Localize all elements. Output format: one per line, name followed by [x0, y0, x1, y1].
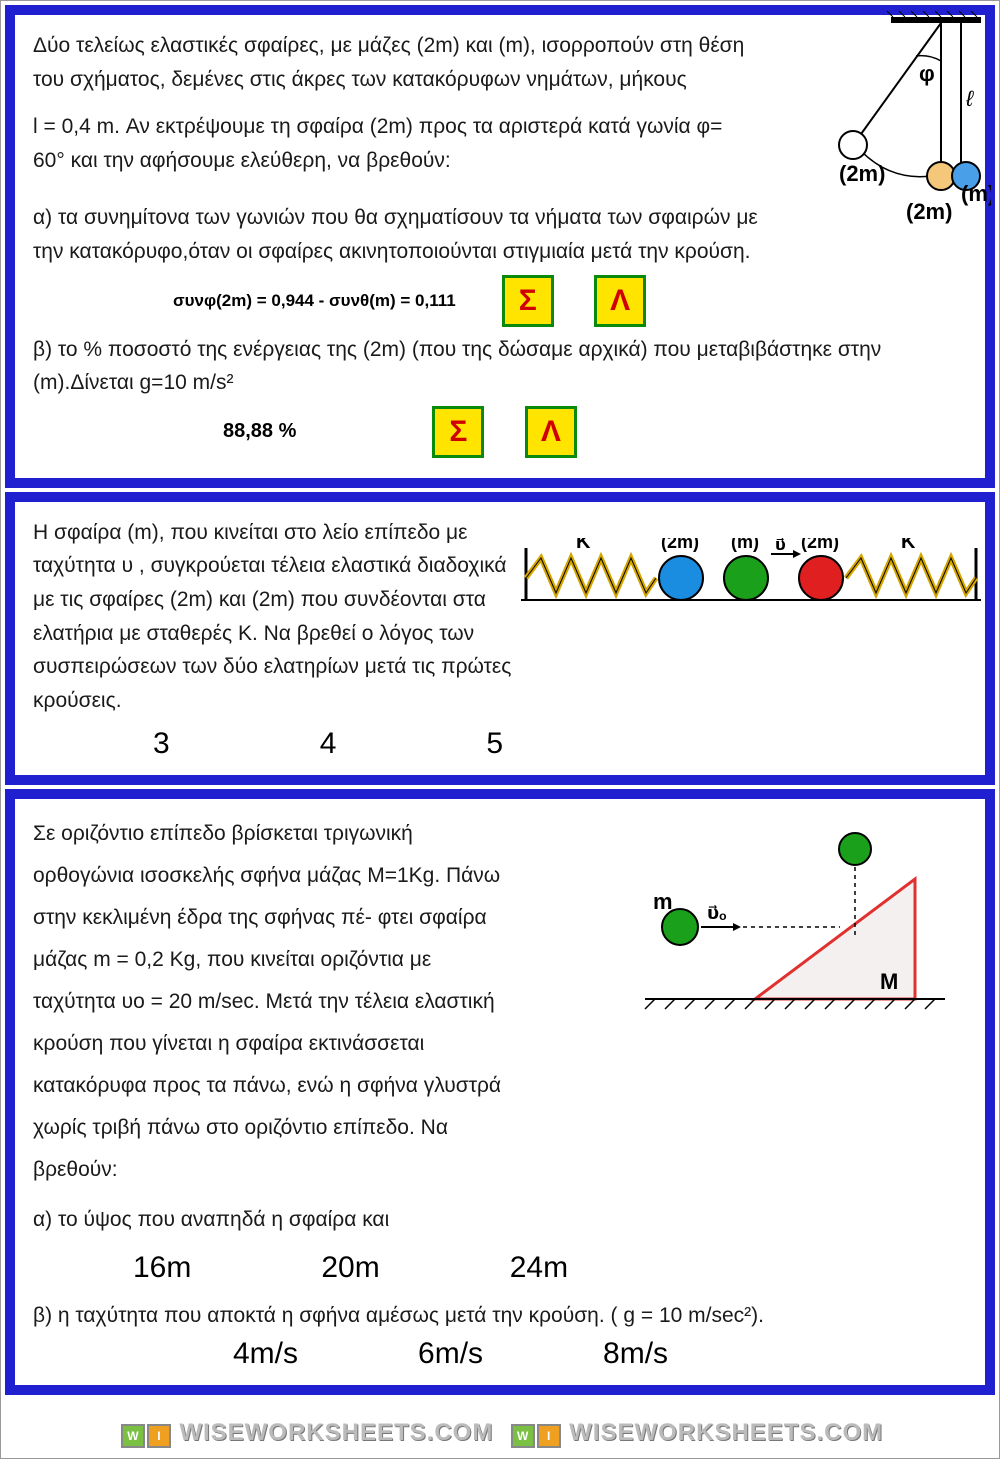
problem-3: υ⃗ₒ m M Σε οριζόντιο επίπεδο βρίσκεται τ… — [5, 789, 995, 1394]
option-6ms[interactable]: 6m/s — [418, 1337, 483, 1371]
svg-text:K: K — [576, 538, 591, 553]
watermark-logo: WI — [121, 1424, 171, 1448]
problem-1-intro-1: Δύο τελείως ελαστικές σφαίρες, με μάζες … — [33, 29, 753, 96]
svg-text:M: M — [880, 969, 898, 994]
watermark-logo: WI — [511, 1424, 561, 1448]
springs-diagram: K K (2m) (m) (2m) υ⃗ — [521, 538, 981, 618]
watermark-row: WI WISEWORKSHEETS.COM WI WISEWORKSHEETS.… — [1, 1399, 999, 1458]
watermark-text: WISEWORKSHEETS.COM — [569, 1427, 883, 1444]
svg-text:(2m): (2m) — [839, 161, 885, 186]
svg-text:(2m): (2m) — [906, 199, 952, 224]
problem-1-formula-a: συνφ(2m) = 0,944 - συνθ(m) = 0,111 — [173, 291, 456, 311]
problem-1-qb: β) το % ποσοστό της ενέργειας της (2m) (… — [33, 333, 967, 400]
option-24m[interactable]: 24m — [510, 1251, 568, 1285]
option-8ms[interactable]: 8m/s — [603, 1337, 668, 1371]
svg-text:ℓ: ℓ — [965, 86, 974, 111]
svg-text:m: m — [653, 889, 673, 914]
svg-text:(2m): (2m) — [661, 538, 699, 552]
option-4[interactable]: 4 — [320, 727, 337, 761]
watermark-text: WISEWORKSHEETS.COM — [179, 1427, 493, 1444]
problem-2-text: Η σφαίρα (m), που κινείται στο λείο επίπ… — [33, 516, 513, 718]
lambda-box[interactable]: Λ — [594, 275, 646, 327]
problem-3-qa: α) το ύψος που αναπηδά η σφαίρα και — [33, 1203, 967, 1237]
problem-2-options: 3 4 5 — [33, 727, 967, 761]
problem-3-qb: β) η ταχύτητα που αποκτά η σφήνα αμέσως … — [33, 1299, 967, 1333]
pendulum-diagram: φ ℓ (2m) (2m) (m) — [761, 11, 991, 231]
problem-1: φ ℓ (2m) (2m) (m) Δύο τελείως ελαστικές … — [5, 5, 995, 488]
svg-text:υ⃗: υ⃗ — [775, 538, 786, 554]
svg-text:(2m): (2m) — [801, 538, 839, 552]
sigma-box[interactable]: Σ — [502, 275, 554, 327]
lambda-box[interactable]: Λ — [525, 406, 577, 458]
svg-text:(m): (m) — [731, 538, 759, 552]
problem-3-text: Σε οριζόντιο επίπεδο βρίσκεται τριγωνική… — [33, 813, 513, 1191]
option-20m[interactable]: 20m — [321, 1251, 379, 1285]
worksheet-page: φ ℓ (2m) (2m) (m) Δύο τελείως ελαστικές … — [0, 0, 1000, 1459]
problem-1-qa: α) τα συνημίτονα των γωνιών που θα σχημα… — [33, 201, 783, 268]
option-5[interactable]: 5 — [486, 727, 503, 761]
option-3[interactable]: 3 — [153, 727, 170, 761]
problem-2: K K (2m) (m) (2m) υ⃗ Η σφαίρα (m), που κ… — [5, 492, 995, 786]
sigma-box[interactable]: Σ — [432, 406, 484, 458]
svg-text:υ⃗ₒ: υ⃗ₒ — [707, 903, 727, 923]
problem-1-answer-b: 88,88 % — [223, 420, 296, 443]
svg-text:K: K — [901, 538, 916, 553]
problem-1-intro-2: l = 0,4 m. Αν εκτρέψουμε τη σφαίρα (2m) … — [33, 110, 753, 177]
option-4ms[interactable]: 4m/s — [233, 1337, 298, 1371]
svg-text:(m): (m) — [961, 181, 991, 206]
svg-text:φ: φ — [919, 61, 935, 86]
option-16m[interactable]: 16m — [133, 1251, 191, 1285]
wedge-diagram: υ⃗ₒ m M — [625, 829, 955, 1029]
